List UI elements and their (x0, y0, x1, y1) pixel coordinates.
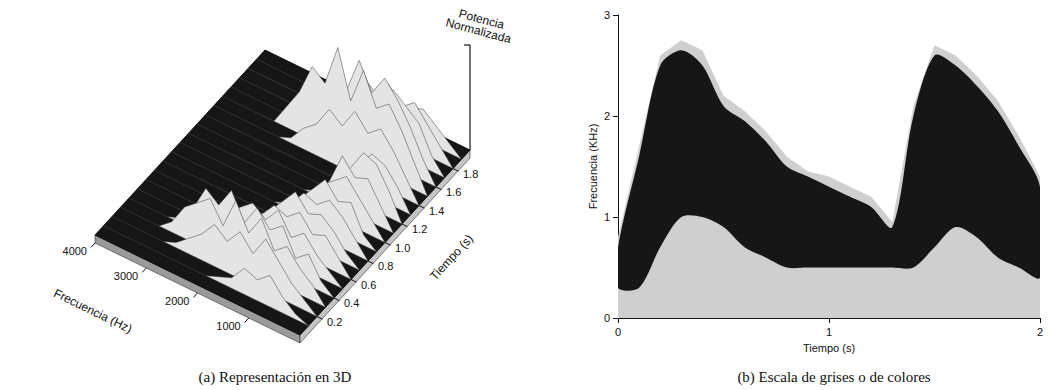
svg-text:0.6: 0.6 (361, 279, 376, 291)
svg-text:3000: 3000 (114, 270, 138, 282)
svg-text:Normalizada: Normalizada (444, 15, 513, 46)
svg-text:1.4: 1.4 (429, 205, 444, 217)
svg-text:Tiempo (s): Tiempo (s) (427, 232, 476, 283)
svg-text:1.2: 1.2 (412, 223, 427, 235)
svg-text:2: 2 (604, 110, 610, 122)
svg-text:0.8: 0.8 (378, 260, 393, 272)
svg-text:1.6: 1.6 (446, 186, 461, 198)
svg-text:Frecuencia (KHz): Frecuencia (KHz) (587, 124, 599, 210)
svg-text:0: 0 (615, 326, 621, 338)
svg-text:4000: 4000 (63, 245, 87, 257)
svg-text:1000: 1000 (216, 320, 240, 332)
svg-text:(b) Escala de grises o de colo: (b) Escala de grises o de colores (737, 369, 930, 386)
svg-text:1: 1 (826, 326, 832, 338)
svg-text:1.0: 1.0 (395, 242, 410, 254)
svg-text:(a) Representación en 3D: (a) Representación en 3D (199, 369, 352, 386)
svg-text:1: 1 (604, 211, 610, 223)
svg-text:0: 0 (604, 312, 610, 324)
svg-text:0.2: 0.2 (327, 316, 342, 328)
svg-text:0.4: 0.4 (344, 297, 359, 309)
svg-text:1.8: 1.8 (463, 168, 478, 180)
svg-text:Tiempo (s): Tiempo (s) (803, 342, 855, 354)
svg-text:2000: 2000 (165, 295, 189, 307)
svg-text:Frecuencia (Hz): Frecuencia (Hz) (51, 286, 134, 336)
svg-text:3: 3 (604, 9, 610, 21)
svg-text:2: 2 (1037, 326, 1043, 338)
